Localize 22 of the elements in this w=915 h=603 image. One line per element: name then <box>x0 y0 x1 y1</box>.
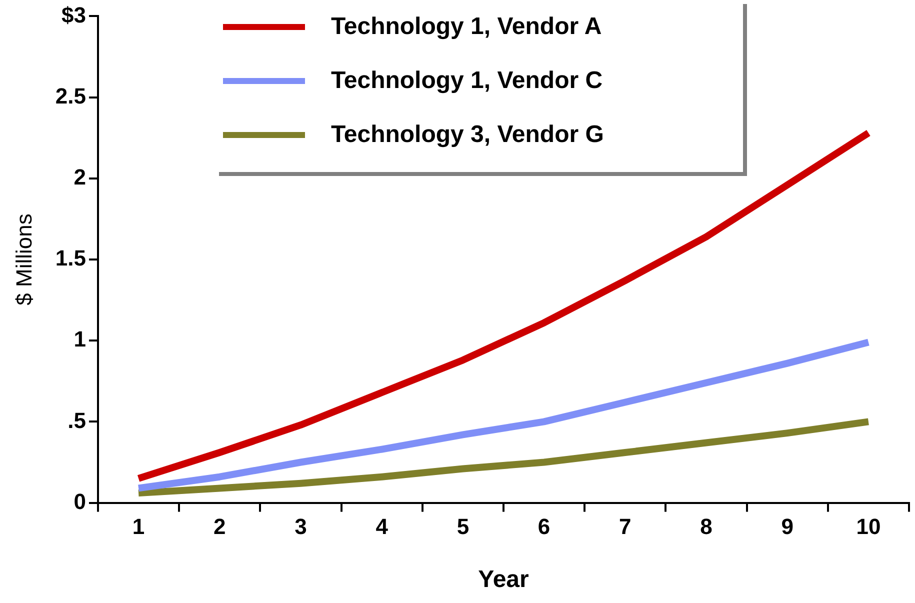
y-tick-label: $3 <box>62 2 86 28</box>
x-tick-label: 5 <box>456 514 470 540</box>
x-tick-label: 10 <box>856 514 881 540</box>
legend-label: Technology 1, Vendor A <box>331 13 602 41</box>
x-tick-label: 9 <box>781 514 794 540</box>
y-tick-label: .5 <box>68 408 86 433</box>
y-tick-label: 1 <box>74 326 86 352</box>
x-tick-label: 8 <box>700 514 712 540</box>
x-tick-label: 6 <box>538 514 550 540</box>
x-tick-label: 1 <box>132 514 145 540</box>
x-axis-title: Year <box>478 566 529 594</box>
legend-label: Technology 1, Vendor C <box>331 67 603 95</box>
y-tick-label: 0 <box>74 488 86 514</box>
legend-label: Technology 3, Vendor G <box>331 121 604 149</box>
x-tick-label: 4 <box>376 514 389 540</box>
y-axis-title: $ Millions <box>11 214 36 306</box>
y-tick-label: 1.5 <box>55 246 86 271</box>
y-tick-label: 2.5 <box>55 83 86 108</box>
x-tick-label: 2 <box>214 514 226 540</box>
y-tick-label: 2 <box>74 164 86 190</box>
x-tick-label: 7 <box>619 514 632 540</box>
x-tick-label: 3 <box>294 514 307 540</box>
